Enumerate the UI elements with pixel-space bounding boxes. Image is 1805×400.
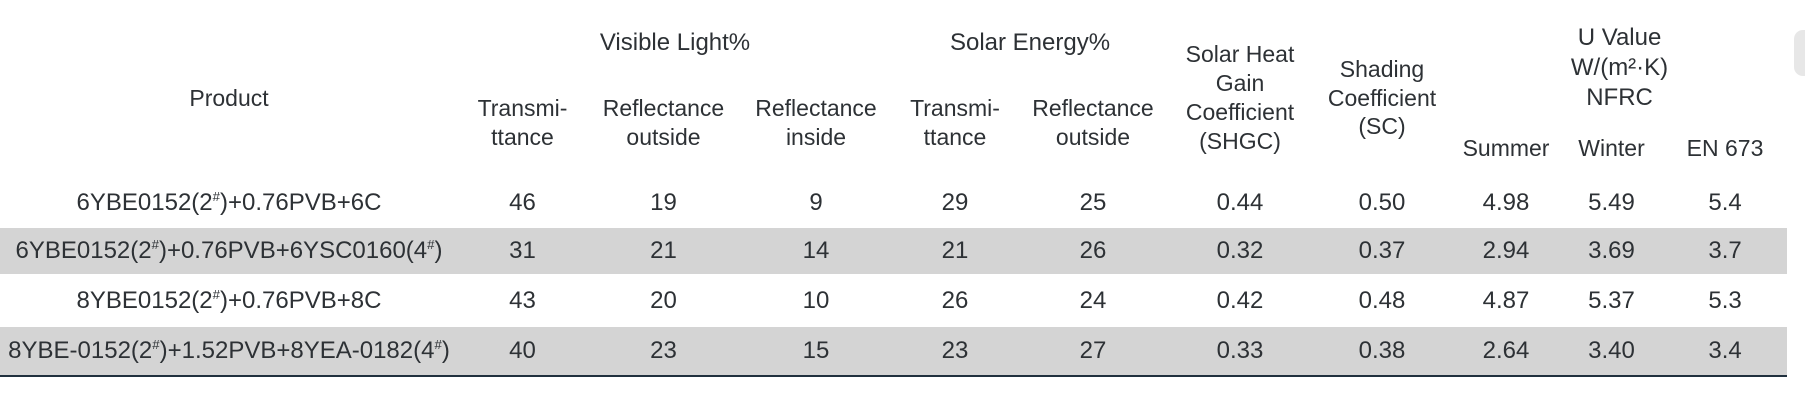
value-cell: 20 <box>650 286 677 314</box>
value-cell: 3.40 <box>1560 327 1664 377</box>
value-cell: 15 <box>740 327 892 377</box>
value-cell: 31 <box>458 228 587 274</box>
value-cell: 0.32 <box>1168 228 1313 274</box>
value-cell: 5.4 <box>1708 189 1742 216</box>
group-header-solar-energy: Solar Energy% <box>949 28 1111 56</box>
value-cell: 4.87 <box>1482 286 1530 314</box>
group-header-u-value: U Value W/(m²·K) NFRC <box>1570 23 1669 112</box>
product-cell: 8YBE0152(2#)+0.76PVB+8C <box>76 286 382 314</box>
table-row: 8YBE-0152(2#)+1.52PVB+8YEA-0182(4#) 40 2… <box>0 327 1788 377</box>
value-cell: 10 <box>802 286 830 314</box>
value-cell: 43 <box>509 286 536 314</box>
value-cell: 24 <box>1079 286 1107 314</box>
table-row: 8YBE0152(2#)+0.76PVB+8C 43 20 10 26 24 0… <box>0 274 1787 327</box>
value-cell: 5.37 <box>1588 286 1635 314</box>
value-cell: 0.50 <box>1358 189 1406 216</box>
product-cell: 8YBE-0152(2#)+1.52PVB+8YEA-0182(4#) <box>0 327 458 377</box>
value-cell: 14 <box>740 228 892 274</box>
col-header-shading-coefficient: Shading Coefficient (SC) <box>1327 55 1437 140</box>
table-header: Product Visible Light% Solar Energy% Sol… <box>0 18 1787 178</box>
glass-performance-table: Product Visible Light% Solar Energy% Sol… <box>0 18 1788 377</box>
value-cell: 46 <box>509 189 536 216</box>
value-cell: 0.48 <box>1358 286 1406 314</box>
value-cell: 0.42 <box>1216 286 1264 314</box>
value-cell: 0.37 <box>1312 228 1453 274</box>
value-cell: 21 <box>892 228 1018 274</box>
group-header-visible-light: Visible Light% <box>599 28 751 56</box>
value-cell: 23 <box>892 327 1018 377</box>
value-cell: 26 <box>1018 228 1169 274</box>
value-cell: 2.94 <box>1452 228 1561 274</box>
col-header-product: Product <box>189 84 269 111</box>
col-header-se-transmittance: Transmi- ttance <box>910 95 1000 150</box>
scrollbar-thumb[interactable] <box>1794 30 1805 76</box>
value-cell: 5.3 <box>1708 286 1742 314</box>
col-header-se-reflectance-outside: Reflectance outside <box>1032 95 1154 150</box>
value-cell: 3.7 <box>1663 228 1788 274</box>
value-cell: 21 <box>587 228 740 274</box>
value-cell: 5.49 <box>1588 189 1635 216</box>
table-row: 6YBE0152(2#)+0.76PVB+6YSC0160(4#) 31 21 … <box>0 228 1788 274</box>
value-cell: 3.69 <box>1560 228 1664 274</box>
table-body: 6YBE0152(2#)+0.76PVB+6C 46 19 9 29 25 0.… <box>0 178 1788 377</box>
col-header-vl-transmittance: Transmi- ttance <box>477 95 568 150</box>
product-cell: 6YBE0152(2#)+0.76PVB+6C <box>76 189 382 216</box>
col-header-vl-reflectance-outside: Reflectance outside <box>602 95 725 150</box>
col-header-u-winter: Winter <box>1578 134 1645 161</box>
value-cell: 27 <box>1018 327 1169 377</box>
col-header-u-en673: EN 673 <box>1686 134 1764 161</box>
value-cell: 23 <box>587 327 740 377</box>
value-cell: 4.98 <box>1482 189 1530 216</box>
value-cell: 0.33 <box>1168 327 1313 377</box>
col-header-shgc: Solar Heat Gain Coefficient (SHGC) <box>1185 41 1295 154</box>
col-header-vl-reflectance-inside: Reflectance inside <box>755 95 877 150</box>
value-cell: 19 <box>650 189 677 216</box>
value-cell: 3.4 <box>1663 327 1788 377</box>
product-cell: 6YBE0152(2#)+0.76PVB+6YSC0160(4#) <box>0 228 458 274</box>
value-cell: 26 <box>941 286 969 314</box>
value-cell: 2.64 <box>1452 327 1561 377</box>
value-cell: 40 <box>458 327 587 377</box>
col-header-u-summer: Summer <box>1462 134 1550 161</box>
value-cell: 0.38 <box>1312 327 1453 377</box>
value-cell: 9 <box>809 189 823 216</box>
table-row: 6YBE0152(2#)+0.76PVB+6C 46 19 9 29 25 0.… <box>0 178 1787 228</box>
value-cell: 29 <box>941 189 969 216</box>
value-cell: 0.44 <box>1216 189 1264 216</box>
value-cell: 25 <box>1079 189 1107 216</box>
